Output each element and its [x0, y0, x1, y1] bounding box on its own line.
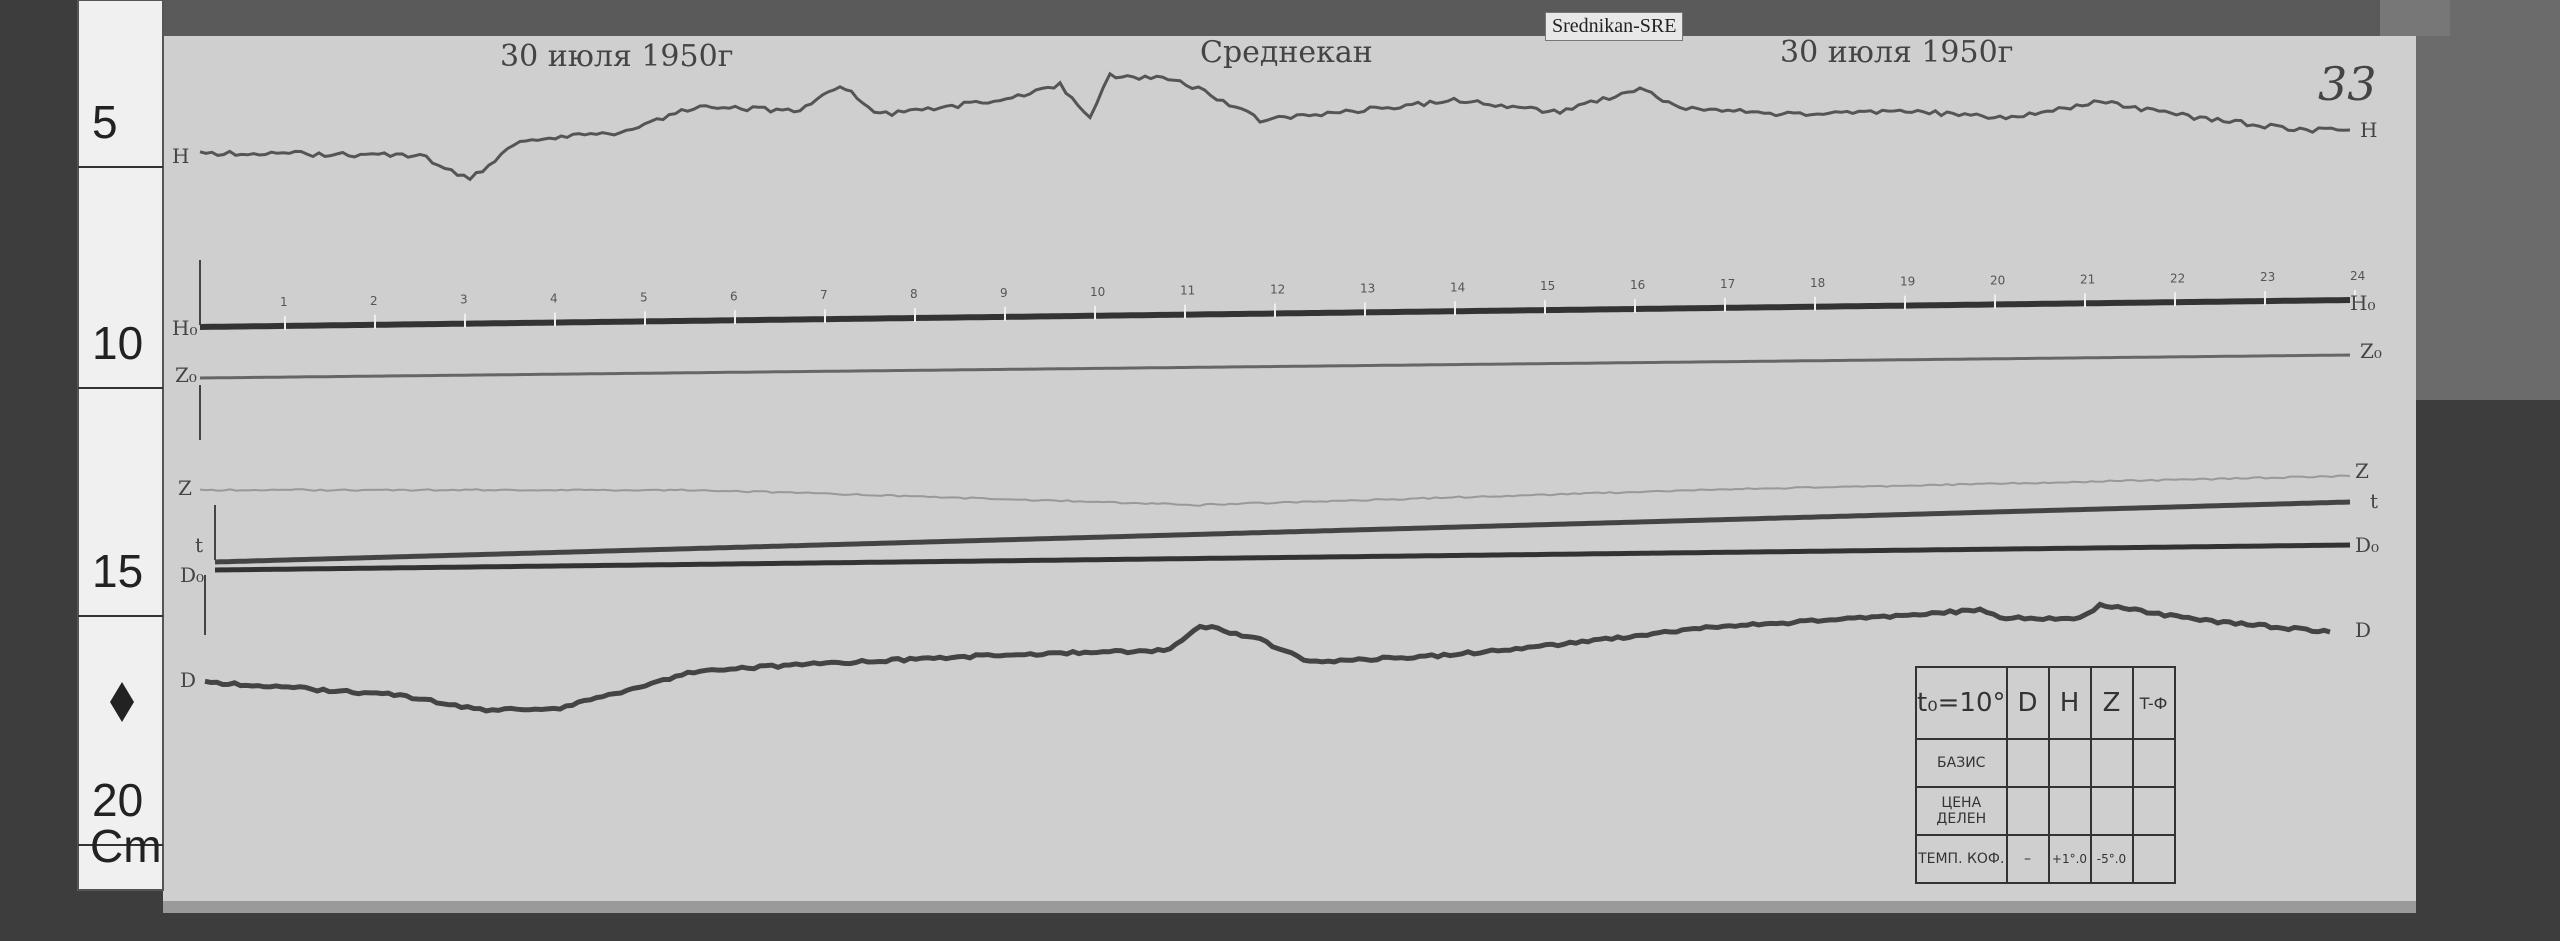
hour-tick-label: 13	[1360, 281, 1375, 295]
station-label-card: Srednikan-SRE	[1545, 12, 1684, 41]
label-d0-left: D₀	[180, 563, 204, 587]
hour-tick-label: 2	[370, 294, 378, 308]
hour-tick-label: 9	[1000, 286, 1008, 300]
ruler	[77, 0, 164, 891]
hour-tick-label: 14	[1450, 280, 1465, 294]
h-trace	[199, 71, 2351, 182]
cell	[2047, 786, 2092, 836]
cell	[2005, 786, 2050, 836]
ruler-mark: 20	[92, 774, 143, 826]
d-trace	[204, 601, 2331, 714]
date-left: 30 июля 1950г	[500, 39, 733, 74]
cell	[2089, 786, 2134, 836]
cell	[2131, 786, 2176, 836]
cell	[2047, 738, 2092, 788]
cell	[2131, 738, 2176, 788]
ruler-mark: 15	[92, 545, 143, 597]
label-d-left: D	[180, 668, 196, 692]
label-h-right: H	[2360, 118, 2377, 142]
cell	[2089, 738, 2134, 788]
hour-tick-label: 20	[1990, 274, 2005, 288]
t-trace	[214, 499, 2351, 565]
cell	[2005, 738, 2050, 788]
station-name: Среднекан	[1200, 35, 1373, 70]
label-d-right: D	[2355, 618, 2371, 642]
table-header-row: t₀=10° D H Z T-Ф	[1915, 666, 2176, 740]
hour-tick-label: 11	[1180, 284, 1195, 298]
label-z-left: Z	[178, 476, 192, 500]
hour-tick-label: 18	[1810, 276, 1825, 290]
header-cell: T-Ф	[2131, 666, 2176, 740]
hour-tick-label: 24	[2350, 269, 2365, 283]
z-trace	[199, 474, 2351, 507]
ruler-mark: 5	[92, 96, 118, 148]
hour-tick-label: 5	[640, 290, 648, 304]
hour-tick-label: 15	[1540, 279, 1555, 293]
hour-tick-label: 21	[2080, 272, 2095, 286]
row-label: ТЕМП. КОФ.	[1915, 834, 2008, 884]
cell: +1°.0	[2047, 834, 2092, 884]
hour-tick-label: 16	[1630, 278, 1645, 292]
date-right: 30 июля 1950г	[1780, 35, 2013, 70]
header-cell: t₀=10°	[1915, 666, 2008, 740]
diamond-icon	[110, 682, 134, 722]
calibration-table: t₀=10° D H Z T-Ф БАЗИС ЦЕНА ДЕЛЕН ТЕМП. …	[1915, 666, 2176, 884]
hour-tick-label: 19	[1900, 275, 1915, 289]
label-h0-left: H₀	[172, 316, 197, 340]
label-h0-right: H₀	[2350, 291, 2375, 315]
cell: –	[2005, 834, 2050, 884]
label-z-right: Z	[2355, 459, 2369, 483]
sheet-number: 33	[2318, 57, 2377, 111]
label-t-right: t	[2370, 489, 2378, 513]
cell	[2131, 834, 2176, 884]
hour-tick-label: 1	[280, 295, 288, 309]
table-row: БАЗИС	[1915, 738, 2176, 788]
label-t-left: t	[195, 533, 203, 557]
hour-tick-label: 10	[1090, 285, 1105, 299]
label-d0-right: D₀	[2355, 533, 2379, 557]
hour-tick-label: 22	[2170, 271, 2185, 285]
header-cell: Z	[2089, 666, 2134, 740]
ruler-unit: Cm	[90, 820, 162, 872]
hour-tick-label: 8	[910, 287, 918, 301]
cell: -5°.0	[2089, 834, 2134, 884]
hour-tick-label: 12	[1270, 283, 1285, 297]
label-z0-right: Z₀	[2360, 339, 2382, 363]
hour-tick-label: 23	[2260, 270, 2275, 284]
d0-baseline	[214, 542, 2351, 573]
label-h-left: H	[172, 144, 189, 168]
table-row: ТЕМП. КОФ. – +1°.0 -5°.0	[1915, 834, 2176, 884]
hour-tick-label: 7	[820, 288, 828, 302]
table-row: ЦЕНА ДЕЛЕН	[1915, 786, 2176, 836]
row-label: ЦЕНА ДЕЛЕН	[1915, 786, 2008, 836]
hour-tick-label: 6	[730, 289, 738, 303]
hour-tick-label: 3	[460, 293, 468, 307]
label-z0-left: Z₀	[175, 363, 197, 387]
z0-baseline	[199, 353, 2351, 380]
hour-tick-label: 4	[550, 292, 558, 306]
header-cell: D	[2005, 666, 2050, 740]
header-cell: H	[2047, 666, 2092, 740]
hour-tick-label: 17	[1720, 277, 1735, 291]
row-label: БАЗИС	[1915, 738, 2008, 788]
ruler-mark: 10	[92, 317, 143, 369]
